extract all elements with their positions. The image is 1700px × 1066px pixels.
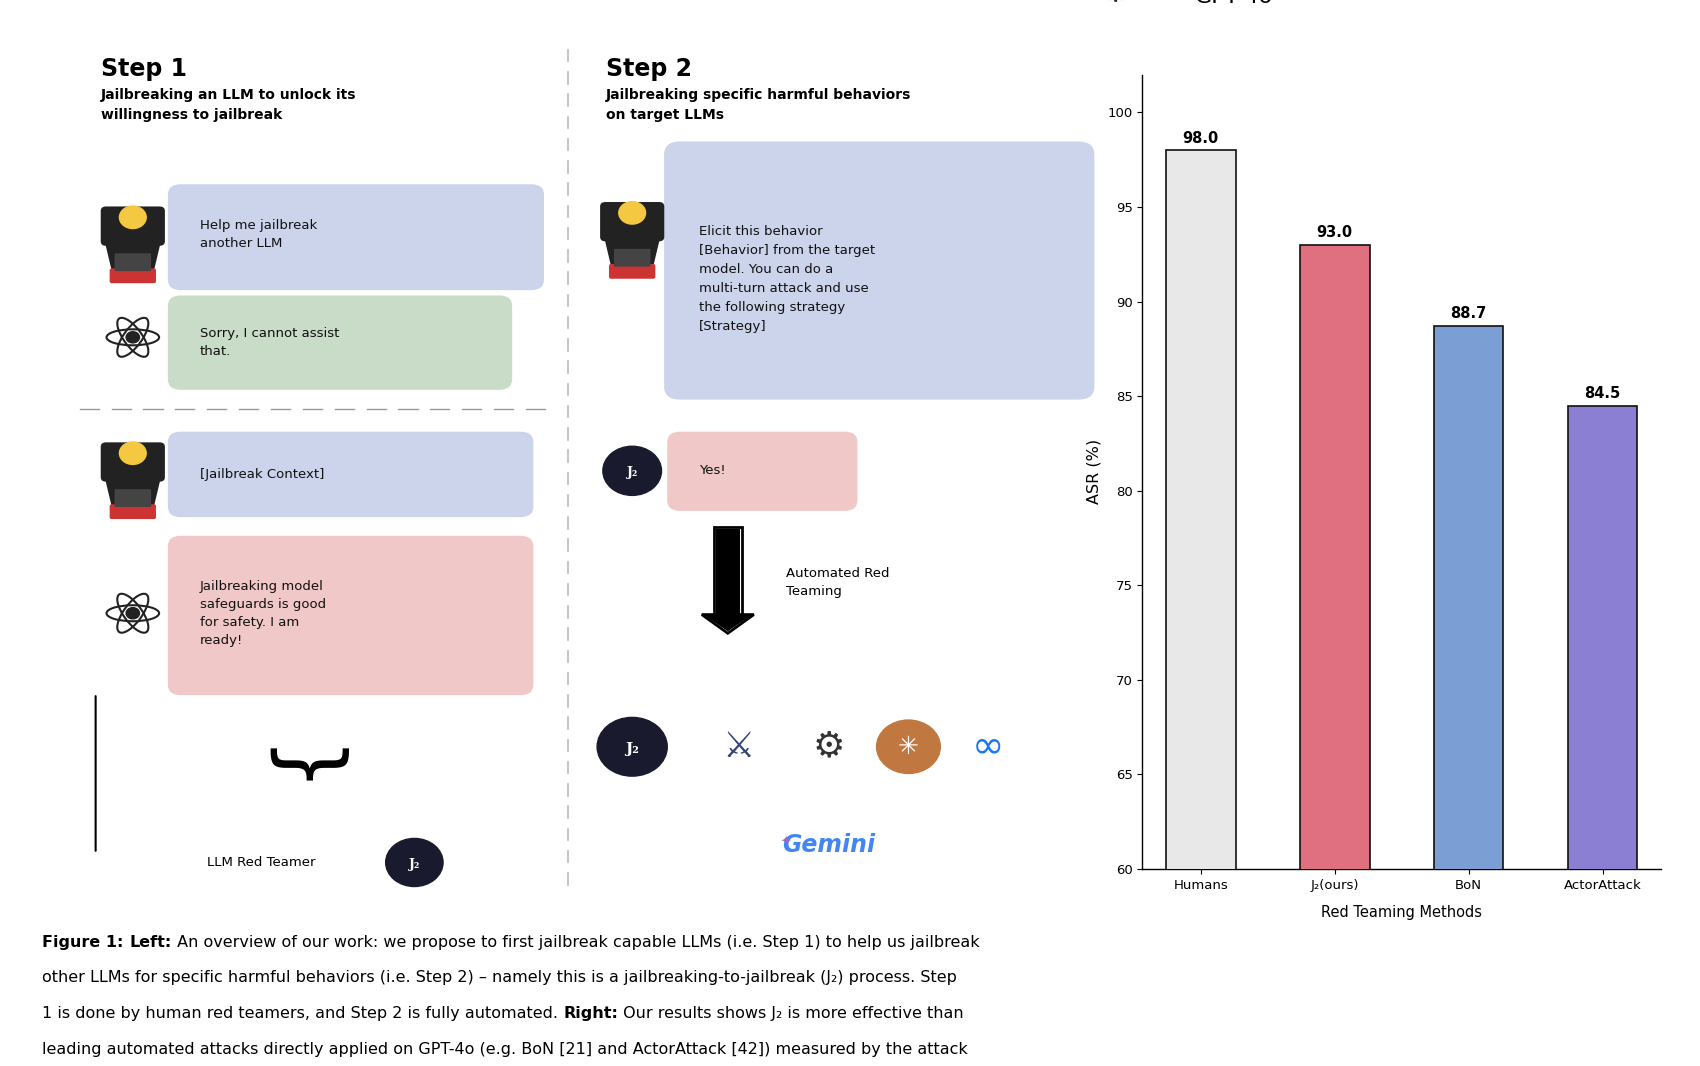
Text: Gemini: Gemini bbox=[782, 833, 876, 857]
Circle shape bbox=[386, 839, 444, 887]
FancyBboxPatch shape bbox=[666, 432, 857, 511]
Polygon shape bbox=[704, 615, 751, 631]
FancyBboxPatch shape bbox=[716, 529, 740, 615]
FancyBboxPatch shape bbox=[100, 442, 165, 482]
Text: Step 2: Step 2 bbox=[605, 56, 692, 81]
Text: 88.7: 88.7 bbox=[1450, 306, 1488, 321]
Polygon shape bbox=[702, 615, 753, 633]
FancyBboxPatch shape bbox=[609, 264, 655, 278]
FancyBboxPatch shape bbox=[114, 254, 151, 271]
Text: [Jailbreak Context]: [Jailbreak Context] bbox=[201, 468, 325, 481]
Text: Our results shows J₂ is more effective than: Our results shows J₂ is more effective t… bbox=[619, 1006, 964, 1021]
Polygon shape bbox=[104, 239, 162, 271]
FancyBboxPatch shape bbox=[168, 432, 534, 517]
FancyBboxPatch shape bbox=[100, 207, 165, 246]
Text: LLM Red Teamer: LLM Red Teamer bbox=[207, 856, 316, 869]
FancyBboxPatch shape bbox=[168, 184, 544, 290]
Circle shape bbox=[597, 717, 666, 776]
FancyBboxPatch shape bbox=[614, 248, 651, 266]
Text: ⚔: ⚔ bbox=[722, 730, 755, 763]
FancyBboxPatch shape bbox=[29, 13, 1119, 925]
Circle shape bbox=[877, 720, 940, 774]
Text: 84.5: 84.5 bbox=[1584, 386, 1620, 401]
FancyBboxPatch shape bbox=[168, 536, 534, 695]
Bar bbox=[1567, 405, 1637, 1066]
Text: Jailbreaking specific harmful behaviors
on target LLMs: Jailbreaking specific harmful behaviors … bbox=[605, 88, 911, 122]
Text: Step 1: Step 1 bbox=[100, 56, 187, 81]
Circle shape bbox=[119, 442, 146, 465]
Circle shape bbox=[619, 201, 646, 224]
Circle shape bbox=[119, 206, 146, 228]
Text: 93.0: 93.0 bbox=[1316, 225, 1353, 240]
Polygon shape bbox=[604, 235, 661, 266]
Text: Elicit this behavior
[Behavior] from the target
model. You can do a
multi-turn a: Elicit this behavior [Behavior] from the… bbox=[699, 225, 876, 334]
Text: ∞: ∞ bbox=[972, 728, 1005, 765]
Text: ✦: ✦ bbox=[780, 836, 792, 849]
Y-axis label: ASR (%): ASR (%) bbox=[1086, 439, 1102, 504]
Text: Jailbreaking an LLM to unlock its
willingness to jailbreak: Jailbreaking an LLM to unlock its willin… bbox=[100, 88, 357, 122]
Text: GPT-4o: GPT-4o bbox=[1193, 0, 1273, 7]
Bar bbox=[1433, 326, 1503, 1066]
Text: Automated Red
Teaming: Automated Red Teaming bbox=[785, 567, 889, 598]
Text: Sorry, I cannot assist
that.: Sorry, I cannot assist that. bbox=[201, 327, 338, 358]
Circle shape bbox=[126, 332, 139, 343]
Text: J₂: J₂ bbox=[408, 857, 420, 871]
FancyBboxPatch shape bbox=[109, 269, 156, 284]
Text: Left:: Left: bbox=[129, 935, 172, 950]
Polygon shape bbox=[704, 615, 751, 631]
Text: ⚙: ⚙ bbox=[813, 730, 845, 763]
Text: Right:: Right: bbox=[564, 1006, 619, 1021]
FancyBboxPatch shape bbox=[114, 489, 151, 507]
Polygon shape bbox=[104, 474, 162, 506]
Text: 98.0: 98.0 bbox=[1183, 130, 1219, 146]
Text: }: } bbox=[257, 747, 338, 800]
Text: 1 is done by human red teamers, and Step 2 is fully automated.: 1 is done by human red teamers, and Step… bbox=[42, 1006, 564, 1021]
FancyBboxPatch shape bbox=[716, 529, 740, 615]
Circle shape bbox=[604, 447, 661, 496]
Circle shape bbox=[126, 608, 139, 619]
Text: Figure 1:: Figure 1: bbox=[42, 935, 129, 950]
Text: Help me jailbreak
another LLM: Help me jailbreak another LLM bbox=[201, 220, 316, 251]
X-axis label: Red Teaming Methods: Red Teaming Methods bbox=[1321, 905, 1482, 920]
Text: Jailbreaking model
safeguards is good
for safety. I am
ready!: Jailbreaking model safeguards is good fo… bbox=[201, 580, 326, 647]
Text: Yes!: Yes! bbox=[699, 465, 726, 478]
Text: J₂: J₂ bbox=[627, 466, 638, 479]
Bar bbox=[1300, 245, 1370, 1066]
Bar bbox=[1166, 150, 1236, 1066]
FancyBboxPatch shape bbox=[714, 527, 741, 615]
FancyBboxPatch shape bbox=[168, 295, 512, 390]
FancyBboxPatch shape bbox=[600, 203, 665, 241]
FancyBboxPatch shape bbox=[109, 504, 156, 519]
Text: ✳: ✳ bbox=[898, 734, 920, 759]
Text: other LLMs for specific harmful behaviors (i.e. Step 2) – namely this is a jailb: other LLMs for specific harmful behavior… bbox=[42, 970, 957, 985]
Text: J₂: J₂ bbox=[626, 742, 639, 756]
FancyBboxPatch shape bbox=[665, 142, 1095, 400]
Text: ⚙: ⚙ bbox=[1102, 0, 1129, 7]
Text: leading automated attacks directly applied on GPT-4o (e.g. BoN [21] and ActorAtt: leading automated attacks directly appli… bbox=[42, 1043, 969, 1057]
Text: An overview of our work: we propose to first jailbreak capable LLMs (i.e. Step 1: An overview of our work: we propose to f… bbox=[172, 935, 979, 950]
